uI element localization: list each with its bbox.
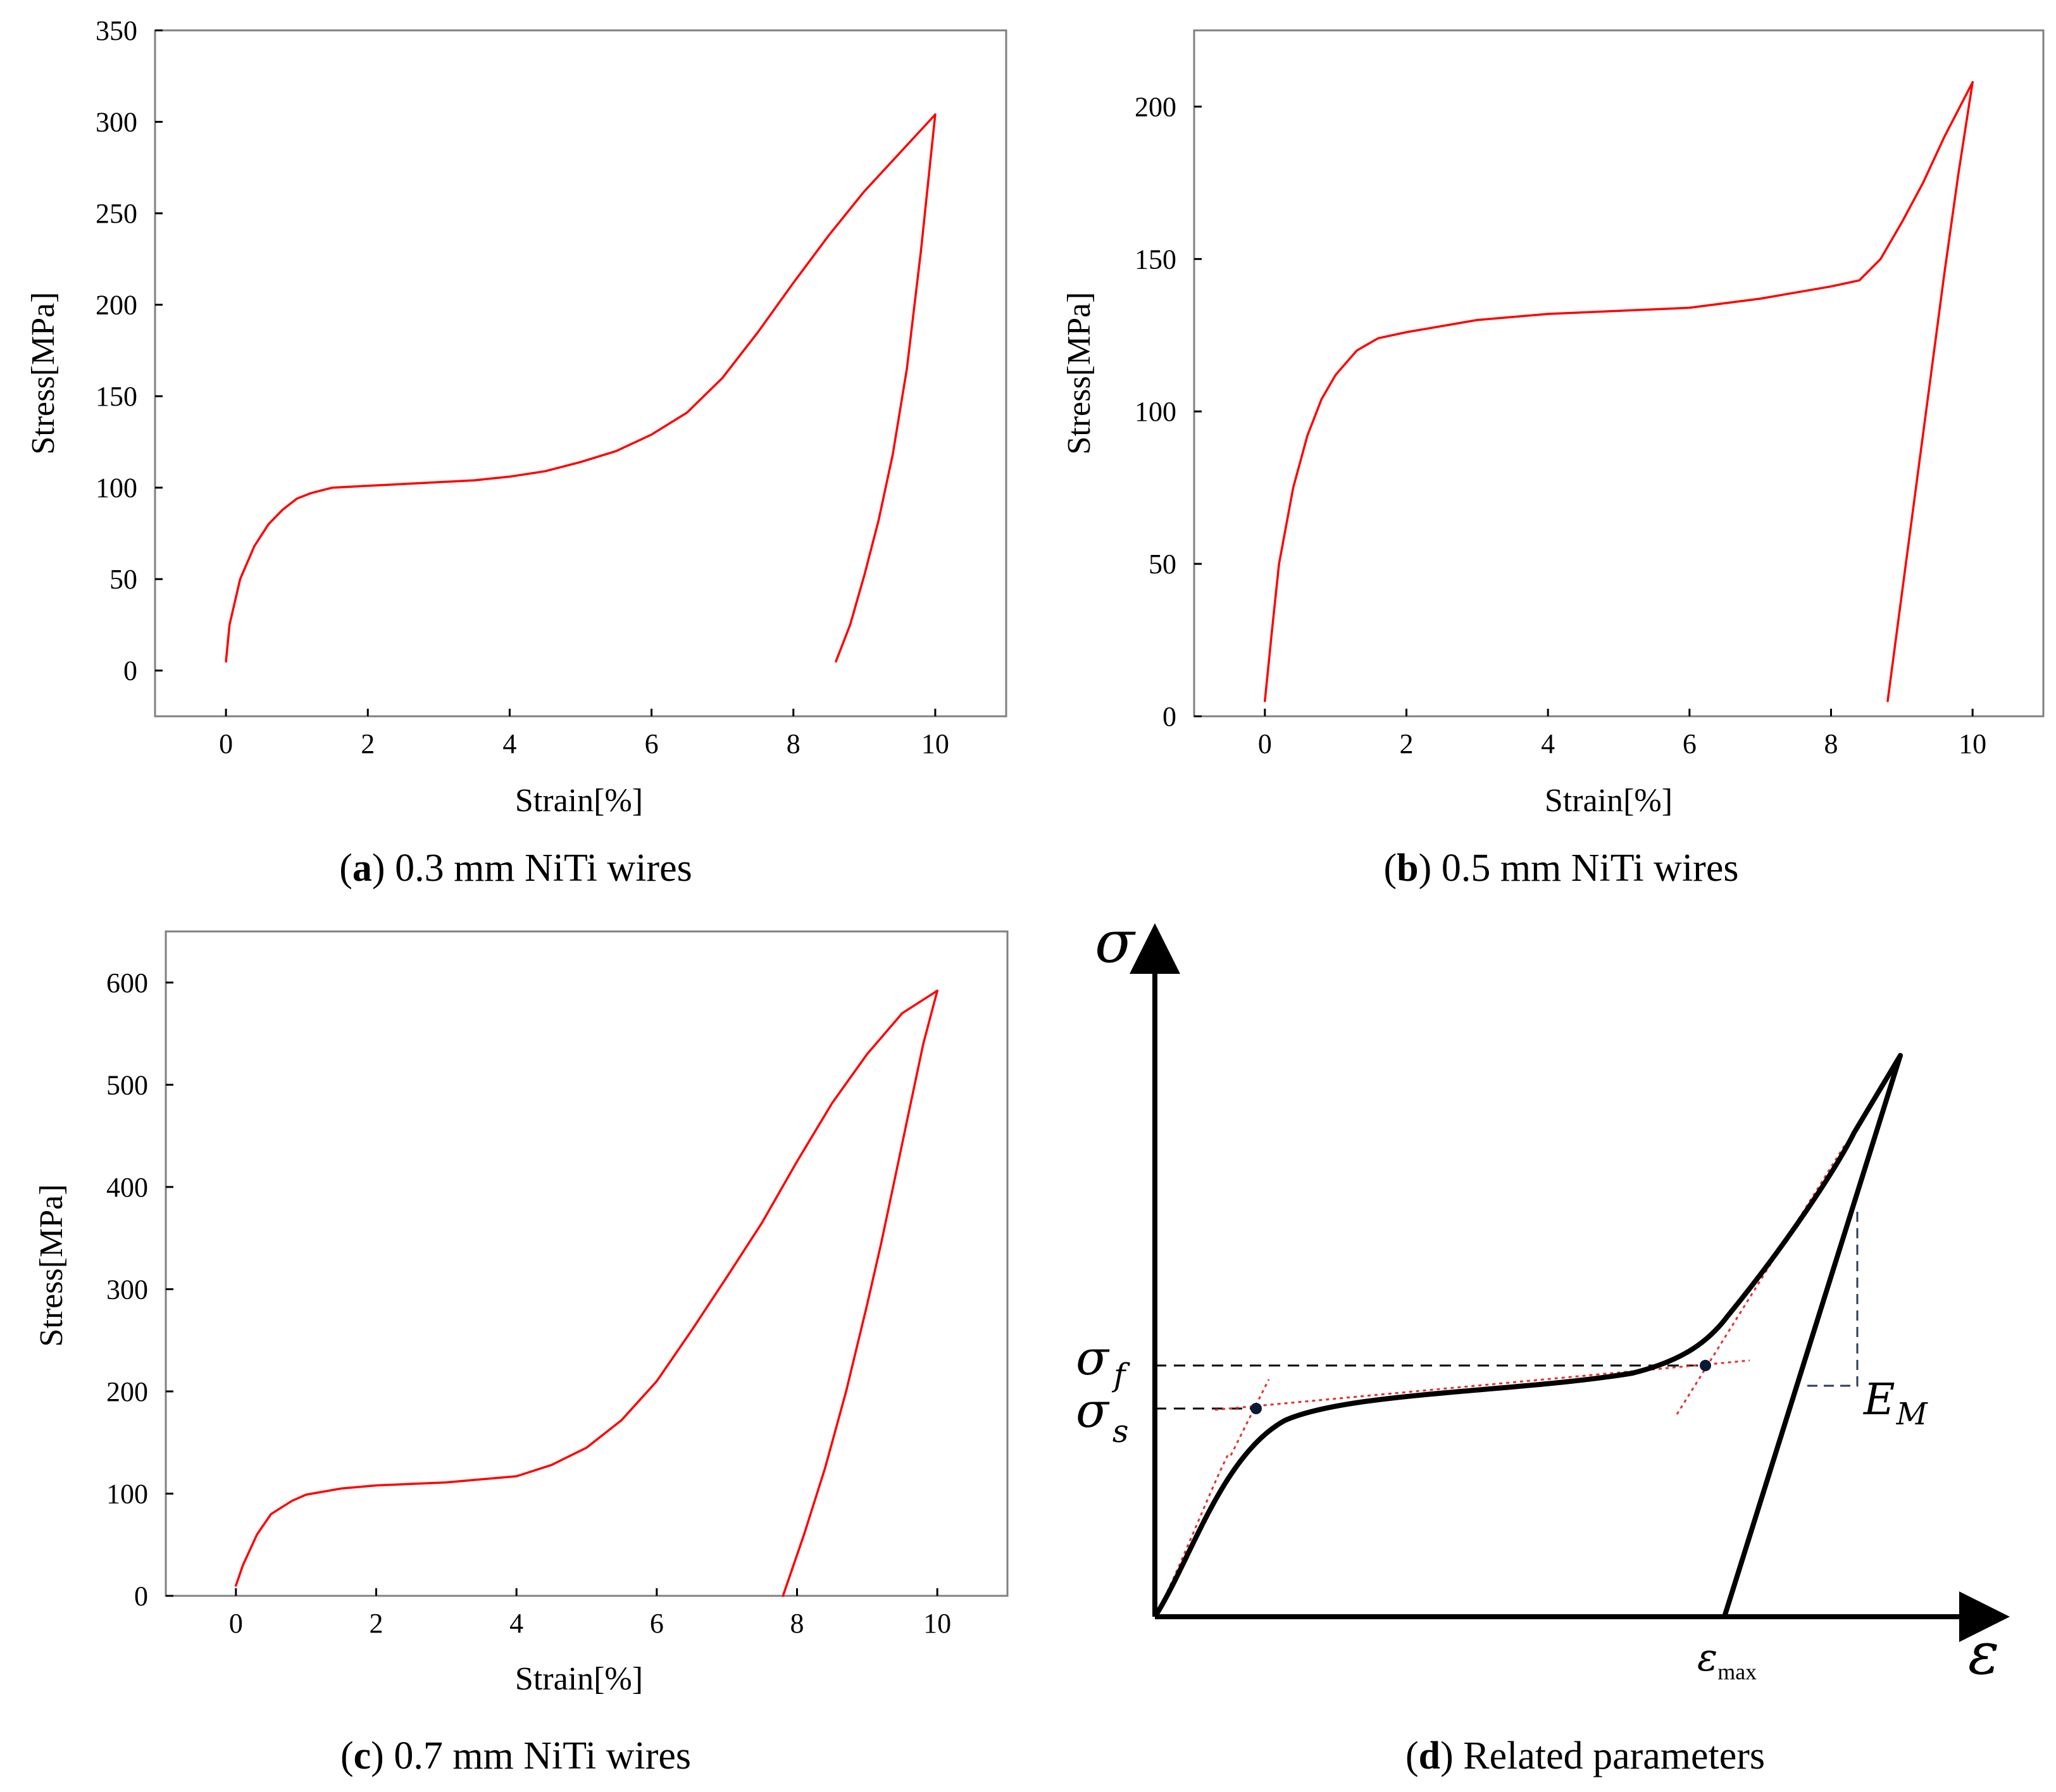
y-tick-label: 200 <box>1135 91 1176 122</box>
series-line-unloading <box>782 989 938 1597</box>
series-line-loading <box>1264 81 1974 702</box>
x-axis-title: Strain[%] <box>1545 783 1673 819</box>
x-tick-label: 2 <box>361 728 375 759</box>
y-tick-label: 400 <box>106 1172 148 1203</box>
y-axis-title: Stress[MPa] <box>25 292 61 454</box>
stress-strain-curve <box>1152 1053 1903 1619</box>
panel-b: 0 2 4 6 8 10 0 50 100 150 200 Strain[%] Stress[MP… <box>1061 29 2045 890</box>
x-ticks: 0 2 4 6 8 10 <box>229 1588 951 1639</box>
y-tick-label: 500 <box>106 1069 148 1100</box>
x-tick-label: 8 <box>790 1608 804 1639</box>
x-tick-label: 10 <box>921 728 949 759</box>
series-group <box>225 113 937 663</box>
y-tick-label: 100 <box>1135 396 1176 427</box>
x-tick-label: 6 <box>645 728 659 759</box>
y-ticks: 0 50 100 150 200 250 300 350 <box>96 15 163 687</box>
x-tick-label: 4 <box>1541 728 1555 759</box>
x-ticks: 0 2 4 6 8 10 <box>1258 709 1986 759</box>
x-tick-label: 0 <box>229 1608 243 1639</box>
caption-b: (b) 0.5 mm NiTi wires <box>1384 847 1739 890</box>
x-tick-label: 4 <box>509 1608 523 1639</box>
x-tick-label: 8 <box>787 728 801 759</box>
modulus-triangle <box>1804 1212 1859 1387</box>
elastic-tangent <box>1154 1455 1229 1617</box>
y-axis-title: Stress[MPa] <box>1061 292 1097 454</box>
y-tick-label: 0 <box>1162 701 1176 732</box>
x-ticks: 0 2 4 6 8 10 <box>219 709 949 759</box>
hardening-tangent <box>1676 1145 1846 1415</box>
series-line-loading <box>235 989 938 1587</box>
y-tick-label: 0 <box>123 656 137 687</box>
x-tick-label: 0 <box>219 728 233 759</box>
y-ticks: 0 100 200 300 400 500 600 <box>106 968 173 1612</box>
y-tick-label: 0 <box>134 1581 148 1612</box>
x-tick-label: 2 <box>370 1608 383 1639</box>
y-tick-label: 350 <box>96 15 137 46</box>
x-tick-label: 10 <box>1959 728 1986 759</box>
caption-d: (d) Related parameters <box>1405 1734 1765 1777</box>
start-point <box>1250 1403 1262 1414</box>
y-tick-label: 100 <box>96 473 137 504</box>
plot-frame <box>1193 29 2045 718</box>
x-tick-label: 10 <box>923 1608 951 1639</box>
caption-a: (a) 0.3 mm NiTi wires <box>339 847 692 890</box>
y-tick-label: 50 <box>1149 549 1176 580</box>
panel-c: 0 2 4 6 8 10 0 100 200 300 400 500 600 Strain[%] St… <box>34 930 1009 1777</box>
y-ticks: 0 50 100 150 200 <box>1135 91 1202 732</box>
x-axis-title: Strain[%] <box>515 783 643 819</box>
y-tick-label: 600 <box>106 968 148 999</box>
y-tick-label: 150 <box>96 381 137 412</box>
y-tick-label: 200 <box>96 290 137 321</box>
plot-frame <box>165 930 1009 1597</box>
series-group <box>235 989 938 1597</box>
series-line-unloading <box>1886 81 1974 702</box>
y-tick-label: 200 <box>106 1376 148 1407</box>
y-tick-label: 50 <box>109 564 137 595</box>
y-axis-title: Stress[MPa] <box>34 1184 70 1347</box>
modulus-label: EM <box>1862 1375 1929 1432</box>
x-tick-label: 6 <box>650 1608 664 1639</box>
series-line-unloading <box>835 113 937 663</box>
x-axis-title: Strain[%] <box>515 1661 643 1697</box>
caption-c: (c) 0.7 mm NiTi wires <box>340 1734 691 1777</box>
y-tick-label: 300 <box>106 1274 148 1305</box>
elastic-tangent-ext <box>1230 1379 1270 1456</box>
x-tick-label: 8 <box>1824 728 1838 759</box>
x-tick-label: 0 <box>1258 728 1272 759</box>
finish-point <box>1700 1360 1711 1371</box>
epsilon-axis-symbol: ε <box>1968 1620 1999 1688</box>
x-tick-label: 4 <box>502 728 516 759</box>
plot-frame <box>154 29 1007 718</box>
y-tick-label: 100 <box>106 1478 148 1509</box>
strain-max-label: εmax <box>1697 1636 1757 1684</box>
x-tick-label: 6 <box>1683 728 1697 759</box>
series-group <box>1264 81 1974 702</box>
series-line-loading <box>225 113 937 663</box>
x-tick-label: 2 <box>1400 728 1414 759</box>
plateau-tangent <box>1214 1359 1750 1411</box>
y-tick-label: 250 <box>96 198 137 229</box>
sigma-axis-symbol: σ <box>1095 908 1136 976</box>
y-tick-label: 300 <box>96 107 137 138</box>
y-tick-label: 150 <box>1135 244 1176 275</box>
